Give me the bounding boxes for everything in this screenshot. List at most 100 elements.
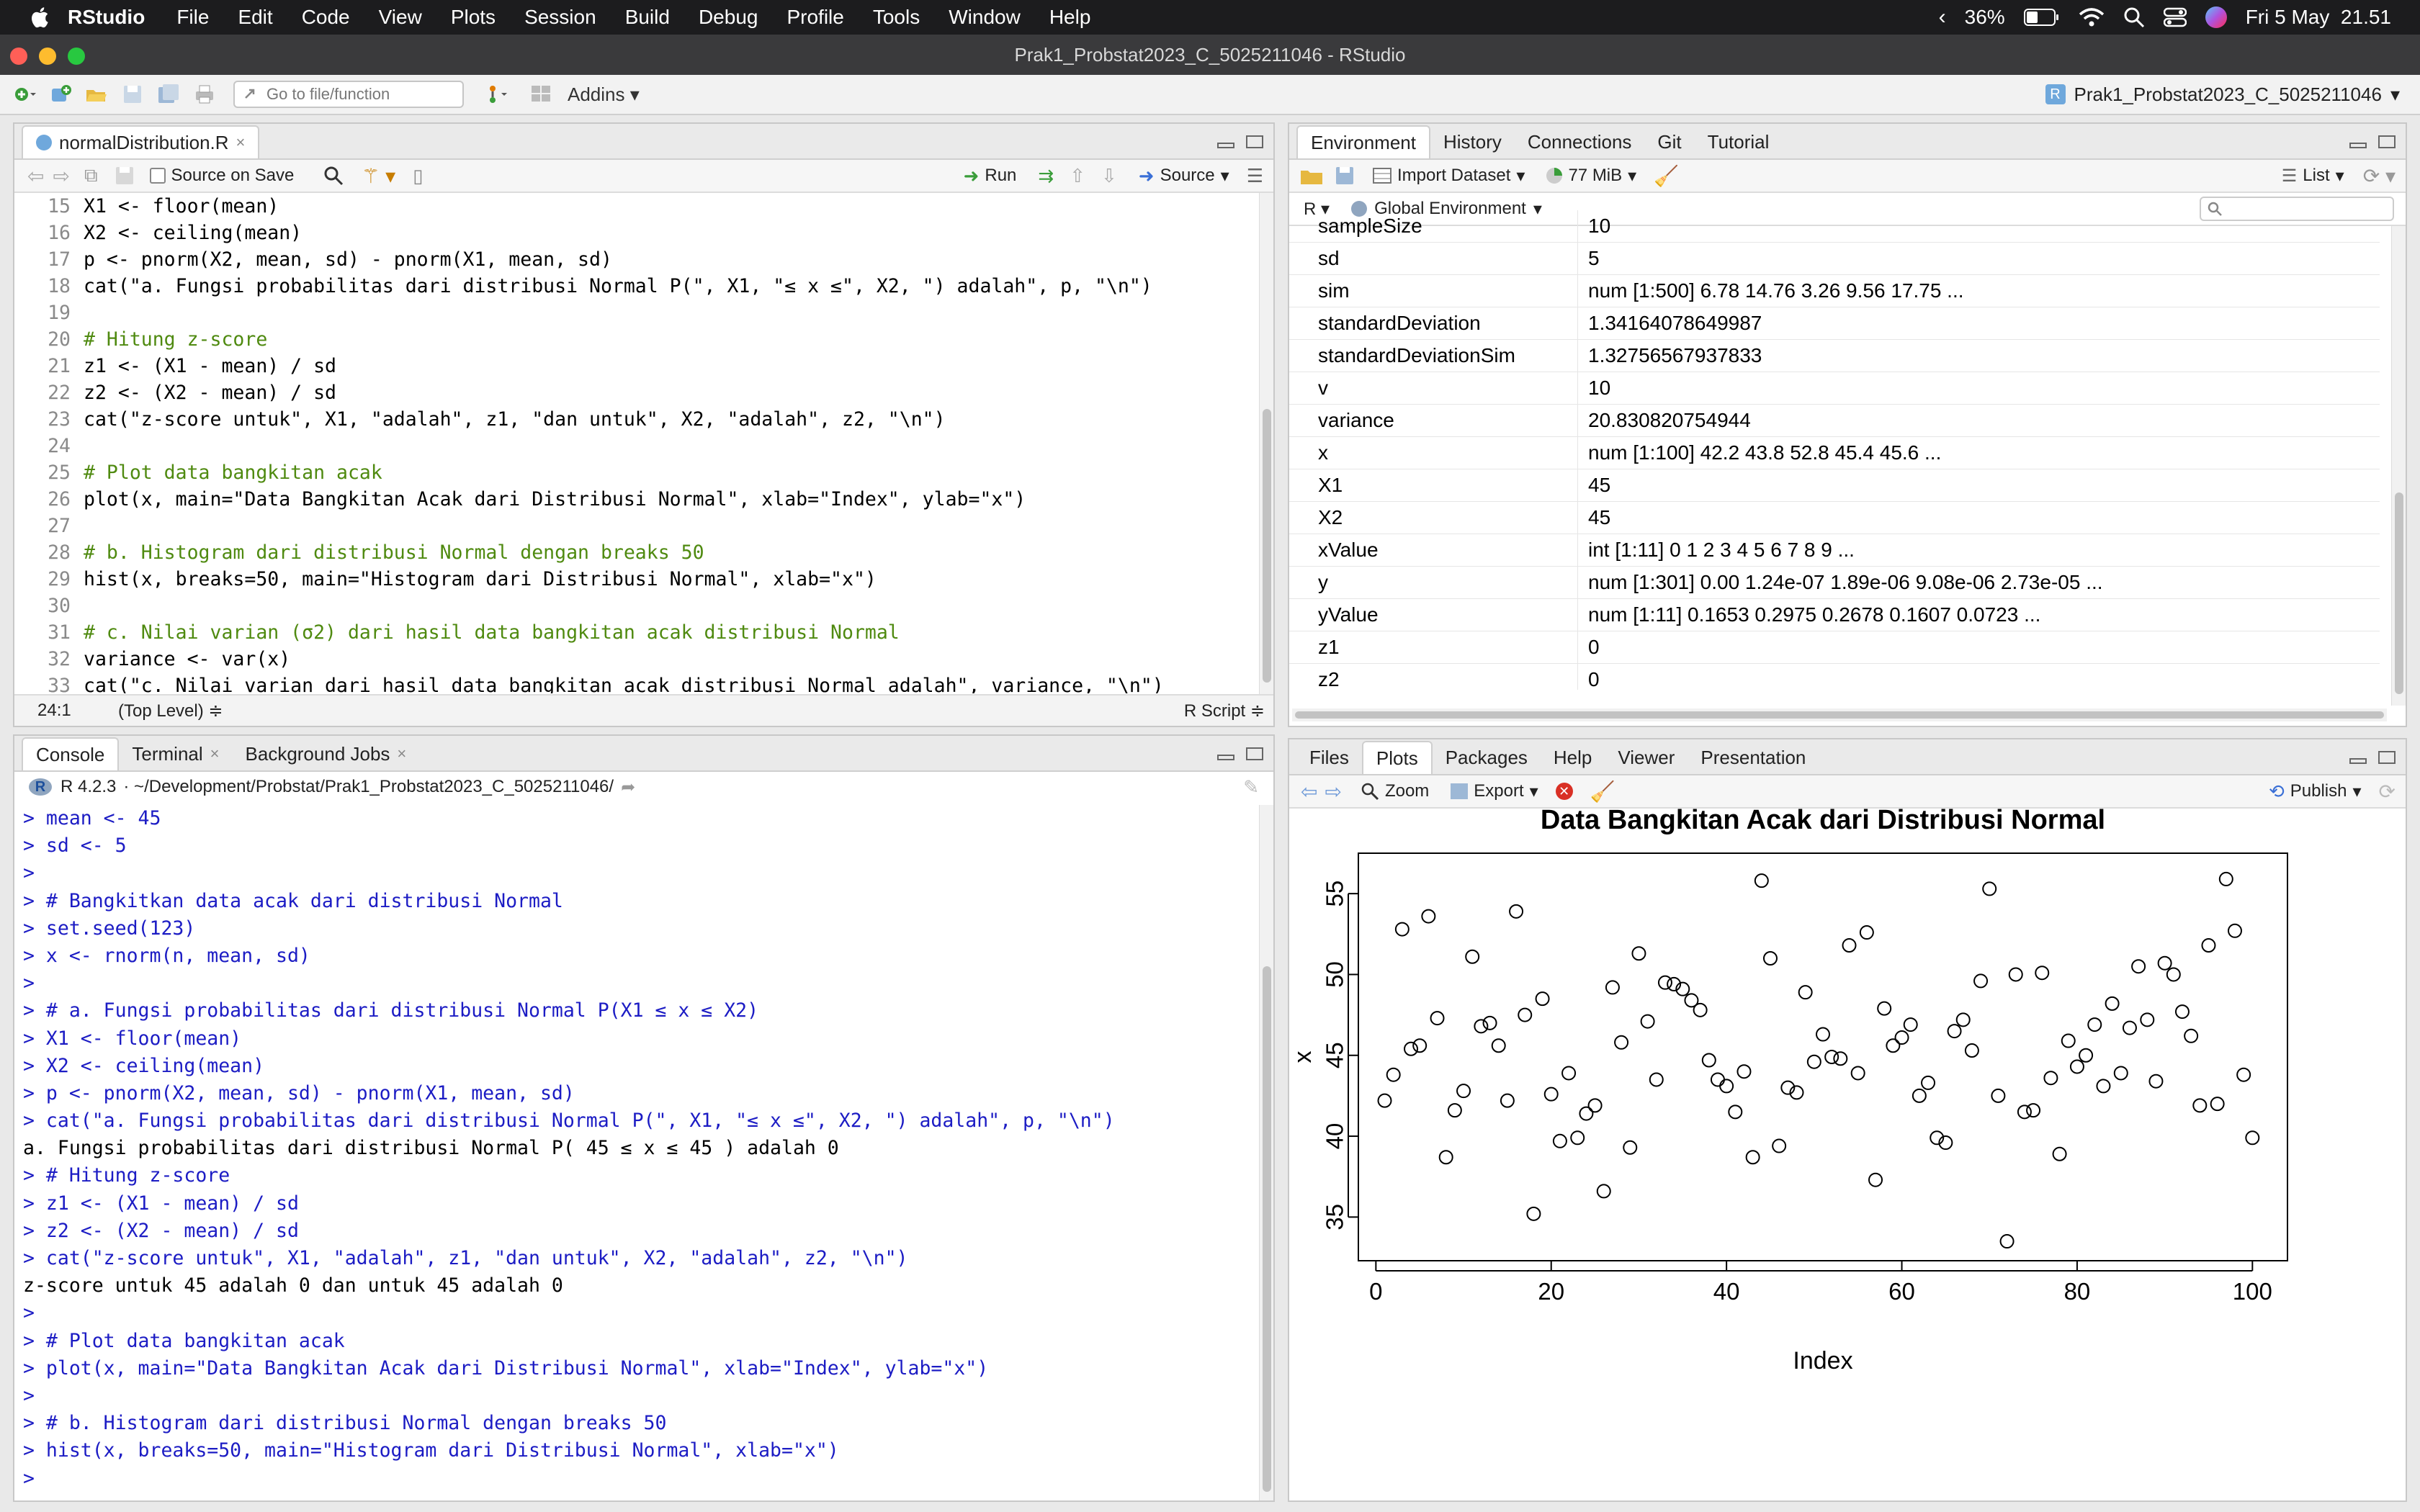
code-line[interactable]: 21 z1 <- (X1 - mean) / sd xyxy=(14,353,1275,379)
view-mode-button[interactable]: ☰ List ▾ xyxy=(2282,166,2344,186)
clear-console-icon[interactable]: ✎ xyxy=(1243,775,1259,798)
environment-row[interactable]: sd 5 xyxy=(1289,243,2380,275)
tab-background-jobs[interactable]: Background Jobs × xyxy=(233,737,420,770)
go-up-icon[interactable]: ⇧ xyxy=(1070,164,1085,186)
code-line[interactable]: 18 cat("a. Fungsi probabilitas dari distr… xyxy=(14,273,1275,300)
spotlight-search-icon[interactable] xyxy=(2123,6,2145,28)
tab-connections[interactable]: Connections xyxy=(1515,125,1645,158)
tab-viewer[interactable]: Viewer xyxy=(1605,741,1688,774)
memory-usage-button[interactable]: 77 MiB ▾ xyxy=(1546,166,1636,186)
workspace-panes-icon[interactable] xyxy=(530,83,553,106)
environment-row[interactable]: sim num [1:500] 6.78 14.76 3.26 9.56 17.7… xyxy=(1289,275,2380,307)
environment-row[interactable]: x num [1:100] 42.2 43.8 52.8 45.4 45.6 ..… xyxy=(1289,437,2380,469)
tab-help[interactable]: Help xyxy=(1541,741,1605,774)
environment-scrollbar[interactable] xyxy=(2391,226,2406,706)
wifi-icon[interactable] xyxy=(2079,7,2105,27)
environment-row[interactable]: yValue num [1:11] 0.1653 0.2975 0.2678 0.… xyxy=(1289,599,2380,631)
source-button[interactable]: ➜ Source ▾ xyxy=(1139,165,1229,187)
code-line[interactable]: 15 X1 <- floor(mean) xyxy=(14,193,1275,220)
code-line[interactable]: 27 xyxy=(14,513,1275,539)
code-line[interactable]: 25 # Plot data bangkitan acak xyxy=(14,459,1275,486)
code-line[interactable]: 26 plot(x, main="Data Bangkitan Acak dari… xyxy=(14,486,1275,513)
run-button[interactable]: ➜ Run xyxy=(964,165,1017,187)
working-directory[interactable]: · ~/Development/Probstat/Prak1_Probstat2… xyxy=(123,777,614,796)
environment-row[interactable]: variance 20.830820754944 xyxy=(1289,405,2380,437)
menu-debug[interactable]: Debug xyxy=(698,6,758,28)
import-dataset-button[interactable]: Import Dataset ▾ xyxy=(1373,166,1525,186)
maximize-pane-button[interactable] xyxy=(2378,751,2396,764)
console-scrollbar[interactable] xyxy=(1259,805,1273,1500)
new-file-icon[interactable] xyxy=(13,83,36,106)
save-workspace-icon[interactable] xyxy=(1334,165,1355,186)
menu-session[interactable]: Session xyxy=(524,6,596,28)
go-down-icon[interactable]: ⇩ xyxy=(1101,164,1117,186)
environment-row[interactable]: sampleSize 10 xyxy=(1289,210,2380,243)
forward-arrow-icon[interactable]: ⇨ xyxy=(53,164,70,187)
goto-directory-icon[interactable]: ➦ xyxy=(621,777,636,797)
siri-icon[interactable] xyxy=(2205,6,2227,28)
code-line[interactable]: 28 # b. Histogram dari distribusi Normal … xyxy=(14,539,1275,566)
clear-plots-broom-icon[interactable]: 🧹 xyxy=(1590,780,1615,803)
code-line[interactable]: 30 xyxy=(14,593,1275,619)
minimize-pane-button[interactable] xyxy=(2349,143,2367,148)
code-line[interactable]: 24 xyxy=(14,433,1275,459)
editor-scrollbar[interactable] xyxy=(1259,193,1273,697)
maximize-pane-button[interactable] xyxy=(1246,135,1263,148)
maximize-pane-button[interactable] xyxy=(1246,747,1263,760)
tab-normal-distribution[interactable]: normalDistribution.R × xyxy=(22,125,260,158)
compile-report-icon[interactable]: ▯ xyxy=(413,164,424,186)
filetype-selector[interactable]: R Script ≑ xyxy=(1183,701,1265,721)
save-all-icon[interactable] xyxy=(157,83,180,106)
magic-wand-icon[interactable]: ⚚ ▾ xyxy=(362,164,396,187)
minimize-pane-button[interactable] xyxy=(2349,758,2367,764)
environment-row[interactable]: standardDeviation 1.34164078649987 xyxy=(1289,307,2380,340)
menu-plots[interactable]: Plots xyxy=(450,6,496,28)
project-menu[interactable]: R Prak1_Probstat2023_C_5025211046 ▾ xyxy=(2045,84,2400,106)
environment-row[interactable]: X1 45 xyxy=(1289,469,2380,502)
menu-build[interactable]: Build xyxy=(624,6,670,28)
code-line[interactable]: 17 p <- pnorm(X2, mean, sd) - pnorm(X1, m… xyxy=(14,246,1275,273)
minimize-pane-button[interactable] xyxy=(1217,143,1234,148)
apple-icon[interactable] xyxy=(29,5,53,30)
tab-packages[interactable]: Packages xyxy=(1433,741,1541,774)
tab-presentation[interactable]: Presentation xyxy=(1688,741,1819,774)
maximize-pane-button[interactable] xyxy=(2378,135,2396,148)
environment-row[interactable]: z2 0 xyxy=(1289,664,2380,690)
close-tab-icon[interactable]: × xyxy=(236,133,246,151)
clock[interactable]: Fri 5 May 21.51 xyxy=(2245,6,2391,28)
environment-hscrollbar[interactable] xyxy=(1292,708,2387,721)
code-line[interactable]: 23 cat("z-score untuk", X1, "adalah", z1,… xyxy=(14,406,1275,433)
menu-app-name[interactable]: RStudio xyxy=(68,6,145,28)
code-line[interactable]: 32 variance <- var(x) xyxy=(14,646,1275,672)
menu-profile[interactable]: Profile xyxy=(786,6,844,28)
source-on-save-checkbox[interactable] xyxy=(149,168,166,184)
tab-terminal[interactable]: Terminal × xyxy=(119,737,232,770)
environment-scroll-thumb[interactable] xyxy=(2395,492,2403,694)
code-line[interactable]: 20 # Hitung z-score xyxy=(14,326,1275,353)
clear-workspace-broom-icon[interactable]: 🧹 xyxy=(1654,164,1680,187)
export-button[interactable]: Export ▾ xyxy=(1451,781,1538,802)
tab-plots[interactable]: Plots xyxy=(1361,741,1433,774)
code-line[interactable]: 19 xyxy=(14,300,1275,326)
menu-file[interactable]: File xyxy=(176,6,210,28)
control-center-icon[interactable] xyxy=(2163,7,2187,27)
tab-history[interactable]: History xyxy=(1430,125,1515,158)
environment-row[interactable]: y num [1:301] 0.00 1.24e-07 1.89e-06 9.08… xyxy=(1289,567,2380,599)
version-control-icon[interactable] xyxy=(485,83,508,106)
open-file-icon[interactable] xyxy=(85,83,108,106)
previous-plot-icon[interactable]: ⇦ xyxy=(1301,780,1318,803)
show-in-window-icon[interactable]: ⧉ xyxy=(84,164,98,186)
code-editor[interactable]: 15 X1 <- floor(mean) 16 X2 <- ceiling(mean)… xyxy=(14,193,1275,693)
minimize-window-button[interactable] xyxy=(39,48,56,65)
chevron-left-icon[interactable]: ‹ xyxy=(1938,5,1946,29)
code-line[interactable]: 29 hist(x, breaks=50, main="Histogram dar… xyxy=(14,566,1275,593)
tab-console[interactable]: Console xyxy=(22,737,120,770)
tab-git[interactable]: Git xyxy=(1644,125,1694,158)
search-icon[interactable] xyxy=(323,165,344,186)
addins-menu[interactable]: Addins ▾ xyxy=(568,83,640,105)
environment-row[interactable]: standardDeviationSim 1.32756567937833 xyxy=(1289,340,2380,372)
editor-scroll-thumb[interactable] xyxy=(1263,409,1271,683)
environment-row[interactable]: z1 0 xyxy=(1289,631,2380,664)
minimize-pane-button[interactable] xyxy=(1217,755,1234,760)
remove-plot-icon[interactable]: ✕ xyxy=(1555,783,1573,800)
